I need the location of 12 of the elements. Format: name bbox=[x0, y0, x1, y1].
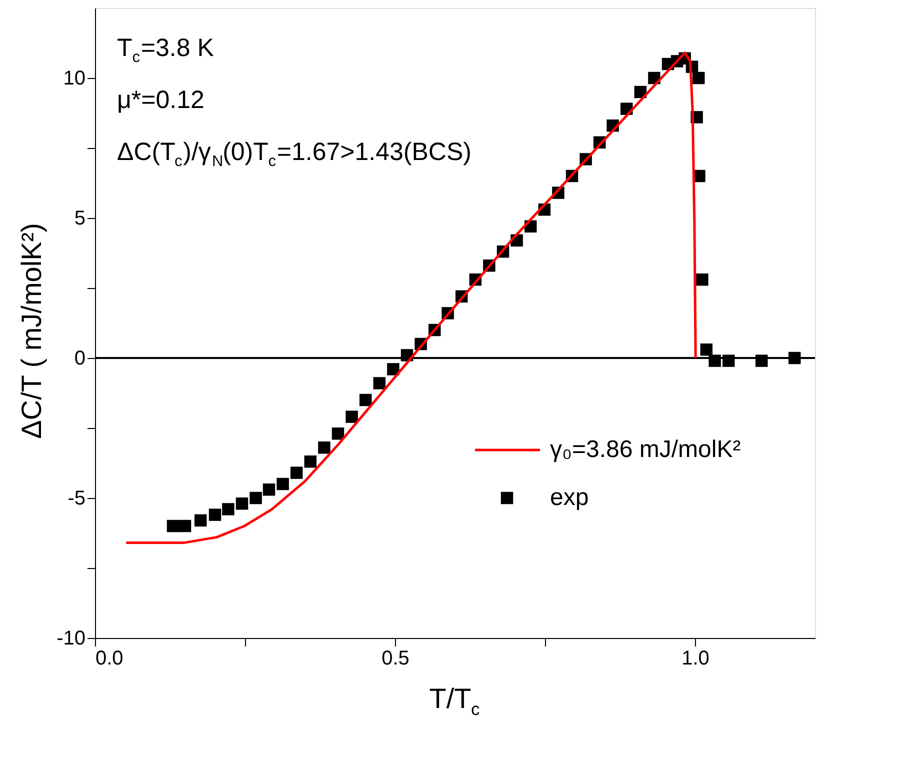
y-axis-title: ΔC/T ( mJ/molK²) bbox=[16, 223, 47, 439]
legend-label: γ₀=3.86 mJ/molK² bbox=[550, 436, 741, 463]
x-tick-label: 0.5 bbox=[382, 648, 410, 670]
y-tick-label: 10 bbox=[63, 68, 86, 90]
y-tick-label: -5 bbox=[68, 488, 86, 510]
annotation: μ*=0.12 bbox=[117, 86, 204, 114]
x-tick-label: 1.0 bbox=[682, 648, 710, 670]
x-tick-label: 0.0 bbox=[96, 648, 124, 670]
legend-label: exp bbox=[550, 484, 589, 511]
y-tick-label: 0 bbox=[74, 348, 86, 370]
y-tick-label: 5 bbox=[74, 208, 86, 230]
y-tick-label: -10 bbox=[56, 628, 86, 650]
